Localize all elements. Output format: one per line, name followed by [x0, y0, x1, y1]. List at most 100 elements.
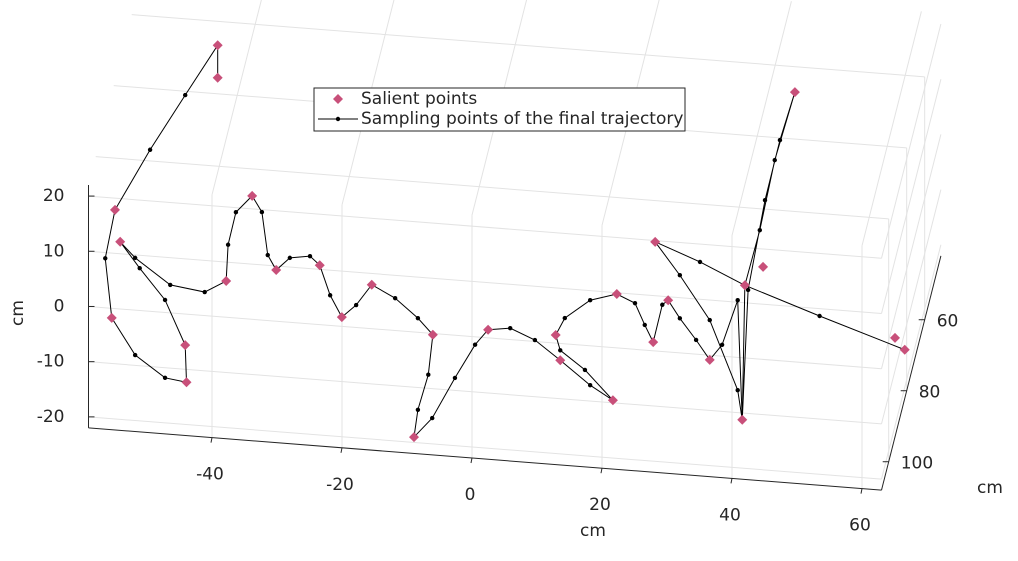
grid-line: [881, 23, 942, 259]
x-axis-label: cm: [580, 521, 606, 541]
sampling-point: [259, 209, 265, 215]
z-tick-label: 10: [43, 241, 65, 261]
salient-point: [555, 355, 566, 366]
sampling-point: [225, 242, 231, 247]
sampling-point: [677, 273, 683, 278]
salient-point: [899, 344, 910, 355]
salient-point: [739, 280, 750, 291]
sampling-point: [562, 315, 567, 321]
salient-point: [789, 87, 800, 98]
sampling-point: [162, 297, 168, 303]
sampling-point: [587, 298, 593, 303]
sampling-point: [392, 295, 398, 301]
salient-point: [180, 340, 191, 351]
salient-point: [427, 329, 438, 340]
sampling-point: [137, 265, 142, 271]
sampling-point: [719, 342, 725, 347]
salient-point: [550, 330, 561, 341]
x-tick: [470, 457, 473, 464]
x-tick-label: 60: [849, 516, 871, 536]
salient-point: [314, 260, 325, 271]
sampling-point: [415, 407, 421, 412]
y-axis: [881, 255, 942, 491]
grid-line: [861, 11, 922, 246]
sampling-point: [735, 297, 740, 303]
sampling-point: [307, 253, 313, 259]
legend-marker: [335, 116, 341, 122]
salient-point: [336, 312, 347, 323]
salient-point: [737, 414, 748, 425]
grid-line: [88, 250, 882, 314]
x-tick-label: 0: [465, 485, 476, 505]
sampling-point: [147, 147, 153, 152]
x-tick: [600, 468, 603, 474]
legend-label: Salient points: [361, 89, 477, 109]
sampling-point: [287, 255, 293, 261]
salient-point: [704, 354, 715, 365]
salient-point: [106, 312, 117, 323]
salient-point: [115, 236, 126, 247]
sampling-point: [757, 227, 762, 233]
grid-line: [88, 361, 882, 425]
salient-point: [758, 261, 769, 272]
grid-line: [881, 244, 942, 480]
sampling-point: [452, 375, 458, 381]
salient-point: [221, 276, 232, 287]
sampling-point: [426, 372, 431, 377]
sampling-point: [632, 300, 638, 306]
z-tick-label: 20: [43, 186, 65, 206]
salient-point: [181, 377, 192, 388]
x-tick: [210, 437, 213, 443]
sampling-point: [132, 352, 138, 358]
sampling-point: [162, 375, 168, 381]
sampling-point: [772, 157, 777, 163]
z-axis-label: cm: [8, 300, 28, 326]
y-axis-label: cm: [977, 478, 1003, 498]
grid-line: [211, 0, 262, 195]
sampling-point: [265, 252, 270, 258]
salient-point: [271, 265, 282, 276]
z-tick-label: 0: [54, 296, 65, 316]
salient-point: [890, 332, 900, 343]
grid-line: [881, 134, 942, 369]
sampling-point: [587, 383, 593, 388]
sampling-point: [582, 367, 588, 373]
grid-line: [881, 79, 942, 314]
sampling-point: [558, 348, 563, 353]
salient-point: [247, 190, 258, 201]
salient-point: [212, 40, 223, 51]
salient-point: [611, 289, 622, 300]
y-tick-label: 100: [901, 454, 933, 474]
x-tick-label: -40: [196, 465, 224, 485]
salient-point: [110, 204, 120, 215]
sampling-point: [415, 315, 421, 321]
legend-marker: [333, 94, 343, 104]
sampling-point: [183, 92, 188, 98]
sampling-point: [103, 256, 108, 261]
sampling-point: [327, 293, 333, 298]
grid-line: [731, 1, 792, 236]
salient-point: [650, 236, 661, 247]
legend-box: [313, 87, 686, 132]
grid-line: [131, 14, 925, 78]
x-tick-label: 40: [719, 505, 741, 525]
salient-point: [607, 395, 618, 406]
x-tick: [730, 478, 733, 484]
y-tick-label: 80: [919, 383, 941, 403]
salient-point: [663, 295, 674, 306]
legend-label: Sampling points of the final trajectory: [361, 109, 683, 129]
sampling-point: [202, 289, 207, 295]
sampling-point: [233, 210, 239, 215]
sampling-point: [817, 313, 822, 319]
sampling-point: [472, 342, 478, 347]
x-tick-label: -20: [326, 475, 354, 495]
x-tick: [340, 447, 343, 453]
sampling-point: [430, 415, 435, 421]
salient-point: [409, 432, 419, 443]
sampling-point: [132, 255, 138, 261]
sampling-point: [660, 302, 665, 307]
z-tick-label: -20: [37, 407, 65, 427]
grid-line: [88, 305, 882, 370]
